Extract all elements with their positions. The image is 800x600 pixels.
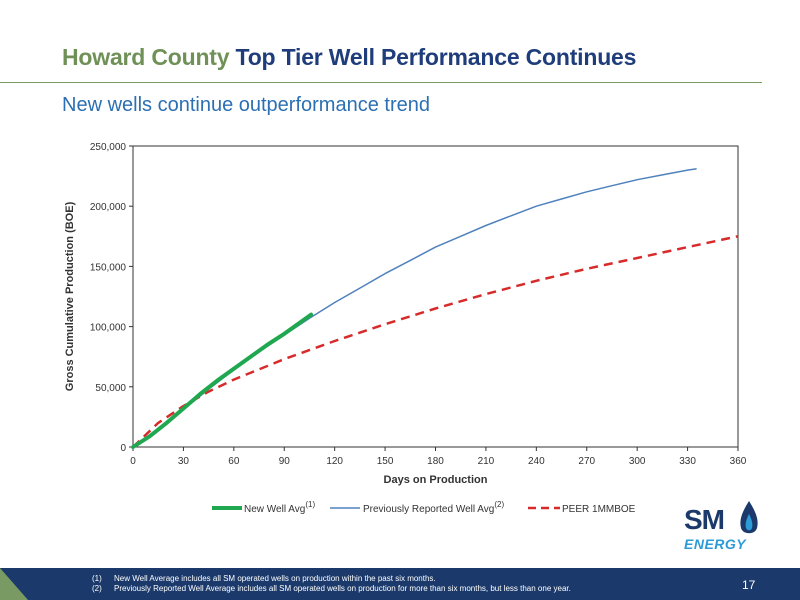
chart-axes: 0 30 60 90 120 150 180 210 240 270 300 330 360 0 50,00… (64, 142, 747, 486)
legend-superscript-0: (1) (305, 500, 315, 509)
logo-text-energy: ENERGY (684, 536, 747, 552)
x-tick-label: 240 (528, 456, 545, 467)
x-tick-label: 330 (679, 456, 696, 467)
sm-energy-logo: SM ENERGY (682, 500, 762, 556)
x-tick-label: 0 (130, 456, 136, 467)
y-tick-label: 150,000 (90, 262, 127, 273)
slide-title: Howard County Top Tier Well Performance … (62, 44, 636, 71)
chart-legend: New Well Avg(1) Previously Reported Well … (212, 500, 636, 515)
x-tick-label: 270 (578, 456, 595, 467)
y-tick-label: 0 (120, 443, 126, 454)
x-tick-label: 60 (228, 456, 240, 467)
legend-label-0: New Well Avg(1) (244, 500, 315, 515)
legend-label-1: Previously Reported Well Avg(2) (363, 500, 504, 515)
x-tick-label: 90 (279, 456, 291, 467)
y-tick-label: 200,000 (90, 202, 127, 213)
slide-subtitle: New wells continue outperformance trend (62, 94, 430, 116)
logo-text-sm: SM (684, 504, 725, 535)
series-line-1 (132, 168, 697, 448)
y-tick-label: 50,000 (95, 383, 126, 394)
production-chart: 0 30 60 90 120 150 180 210 240 270 300 330 360 0 50,00… (64, 142, 747, 515)
page-number: 17 (742, 578, 756, 592)
title-divider (0, 82, 762, 83)
y-tick-label: 250,000 (90, 142, 127, 153)
y-tick-label: 100,000 (90, 323, 127, 334)
chart-series (131, 168, 739, 449)
footnotes: (1) New Well Average includes all SM oper… (92, 574, 571, 594)
legend-superscript-1: (2) (494, 500, 504, 509)
x-tick-label: 360 (730, 456, 747, 467)
footnote-1: (1) New Well Average includes all SM oper… (92, 574, 436, 583)
legend-label-2: PEER 1MMBOE (562, 504, 636, 515)
x-axis-label: Days on Production (384, 474, 488, 486)
footer-accent (0, 568, 28, 600)
x-tick-label: 300 (629, 456, 646, 467)
x-tick-label: 120 (326, 456, 343, 467)
x-tick-label: 150 (377, 456, 394, 467)
x-tick-label: 30 (178, 456, 190, 467)
x-tick-label: 180 (427, 456, 444, 467)
series-line-2 (132, 235, 739, 448)
y-axis-label: Gross Cumulative Production (BOE) (64, 201, 76, 391)
footer-bar (0, 568, 800, 600)
title-county: Howard County (62, 44, 230, 70)
x-tick-label: 210 (478, 456, 495, 467)
title-main: Top Tier Well Performance Continues (235, 44, 637, 70)
flame-icon (740, 501, 758, 534)
footnote-2: (2) Previously Reported Well Average incl… (92, 584, 571, 593)
series-line-0 (131, 312, 314, 449)
plot-frame (132, 145, 739, 448)
